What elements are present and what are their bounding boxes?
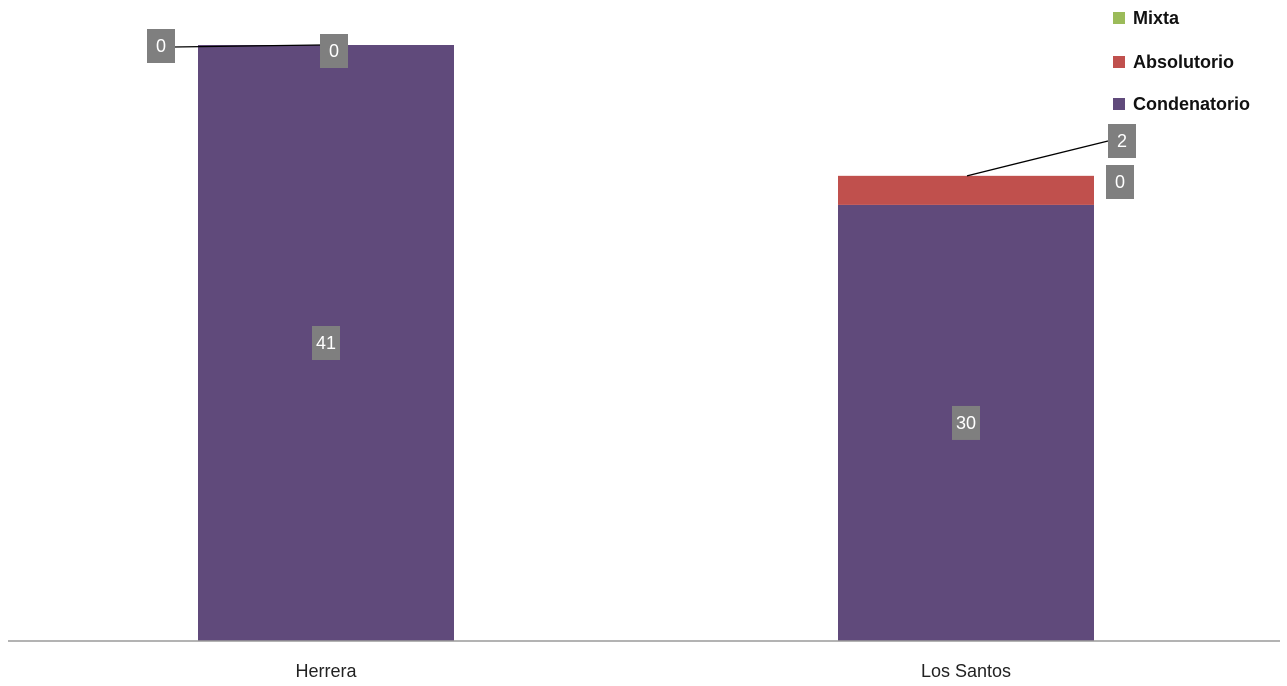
legend-label-mixta: Mixta (1133, 8, 1180, 28)
legend-item-condenatorio: Condenatorio (1113, 94, 1250, 114)
data-label-los-santos-mixta-box (1106, 165, 1134, 199)
legend-swatch-condenatorio (1113, 98, 1125, 110)
data-label-herrera-absolutorio-box (147, 29, 175, 63)
legend-label-absolutorio: Absolutorio (1133, 52, 1234, 72)
data-labels: 41 30 0 0 2 0 (147, 29, 1136, 440)
data-label-herrera-condenatorio-box (312, 326, 340, 360)
data-label-los-santos-absolutorio: 2 (1108, 124, 1136, 158)
data-label-los-santos-absolutorio-text: 2 (1117, 131, 1127, 151)
data-label-los-santos-condenatorio: 30 (952, 405, 980, 440)
data-label-herrera-mixta-box (320, 34, 348, 68)
data-label-herrera-mixta: 0 (320, 34, 348, 68)
category-label-los-santos: Los Santos (921, 661, 1011, 681)
data-label-los-santos-mixta: 0 (1106, 165, 1134, 199)
category-label-herrera: Herrera (295, 661, 357, 681)
leader-lines (173, 44, 1109, 177)
legend-swatch-mixta (1113, 12, 1125, 24)
data-label-herrera-mixta-text: 0 (329, 41, 339, 61)
data-label-herrera-absolutorio-text: 0 (156, 36, 166, 56)
data-label-los-santos-absolutorio-box (1108, 124, 1136, 158)
bar-los-santos-absolutorio (838, 175, 1094, 205)
category-labels: Herrera Los Santos (295, 661, 1011, 681)
legend-label-condenatorio: Condenatorio (1133, 94, 1250, 114)
legend-item-absolutorio: Absolutorio (1113, 52, 1234, 72)
data-label-los-santos-mixta-text: 0 (1115, 172, 1125, 192)
data-label-los-santos-condenatorio-text: 30 (956, 413, 976, 433)
leader-line-los-santos (966, 140, 1109, 177)
leader-line-herrera (173, 44, 321, 48)
legend-item-mixta: Mixta (1113, 8, 1180, 28)
data-label-herrera-absolutorio: 0 (147, 29, 175, 63)
legend-swatch-absolutorio (1113, 56, 1125, 68)
legend: Mixta Absolutorio Condenatorio (1113, 8, 1250, 114)
data-label-herrera-condenatorio: 41 (312, 326, 340, 360)
data-label-herrera-condenatorio-text: 41 (316, 333, 336, 353)
data-label-los-santos-condenatorio-box (952, 405, 980, 440)
